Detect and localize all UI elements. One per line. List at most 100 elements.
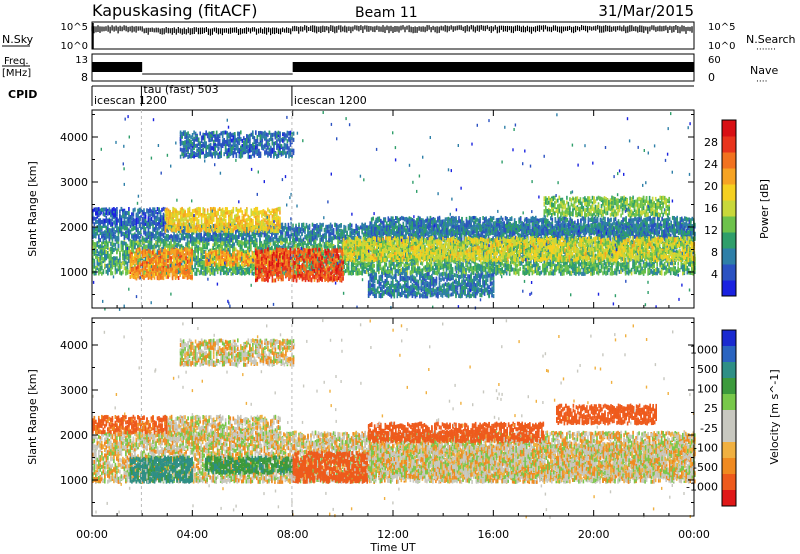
scatter-cell (395, 264, 397, 268)
scatter-cell (369, 267, 371, 271)
scatter-cell (366, 270, 368, 274)
scatter-cell (586, 270, 588, 274)
scatter-cell (134, 245, 136, 249)
scatter-cell (489, 262, 491, 266)
scatter-cell (619, 262, 621, 266)
scatter-cell (620, 263, 622, 267)
scatter-cell (566, 268, 568, 272)
scatter-cell (626, 271, 628, 275)
scatter-cell (378, 267, 380, 271)
scatter-cell (521, 262, 523, 266)
scatter-cell (203, 250, 205, 254)
scatter-cell (522, 265, 524, 269)
scatter-cell (122, 270, 124, 274)
scatter-cell (273, 241, 275, 245)
scatter-cell (122, 241, 124, 245)
scatter-cell (188, 241, 190, 245)
scatter-cell (632, 263, 634, 267)
scatter-cell (127, 269, 129, 273)
scatter-cell (554, 266, 556, 270)
scatter-cell (234, 247, 236, 251)
scatter-cell (173, 244, 175, 248)
scatter-cell (361, 272, 363, 276)
freq-block (93, 62, 143, 72)
scatter-cell (252, 271, 254, 275)
scatter-cell (194, 259, 196, 263)
scatter-cell (240, 271, 242, 275)
scatter-cell (352, 266, 354, 270)
scatter-cell (215, 242, 217, 246)
freq-block (293, 62, 694, 72)
nsky-line (92, 25, 692, 36)
scatter-cell (383, 267, 385, 271)
station-title: Kapuskasing (fitACF) (92, 1, 257, 20)
scatter-cell (115, 267, 117, 271)
scatter-cell (372, 268, 374, 272)
scatter-cell (115, 247, 117, 251)
scatter-cell (506, 271, 508, 275)
scatter-cell (565, 265, 567, 269)
scatter-cell (107, 255, 109, 259)
scatter-cell (405, 267, 407, 271)
freq-tick-top: 13 (75, 55, 88, 66)
scatter-cell (422, 262, 424, 266)
scatter-cell (214, 242, 216, 246)
scatter-cell (224, 271, 226, 275)
scatter-cell (473, 266, 475, 270)
scatter-cell (354, 267, 356, 271)
scatter-cell (197, 257, 199, 261)
scatter-cell (599, 269, 601, 273)
scatter-cell (229, 246, 231, 250)
nsky-tick-top: 10^5 (61, 22, 88, 33)
scatter-cell (202, 271, 204, 275)
scatter-cell (616, 262, 618, 266)
scatter-cell (452, 271, 454, 275)
scatter-cell (587, 262, 589, 266)
scatter-cell (337, 239, 339, 243)
scatter-cell (527, 269, 529, 273)
scatter-cell (489, 266, 491, 270)
scatter-cell (440, 266, 442, 270)
scatter-cell (524, 265, 526, 269)
scatter-cell (196, 248, 198, 252)
scatter-cell (574, 267, 576, 271)
scatter-cell (128, 259, 130, 263)
scatter-cell (450, 264, 452, 268)
scatter-cell (358, 256, 360, 260)
scatter-cell (370, 266, 372, 270)
scatter-cell (598, 265, 600, 269)
scatter-cell (491, 268, 493, 272)
scatter-cell (479, 265, 481, 269)
scatter-cell (113, 257, 115, 261)
scatter-cell (411, 271, 413, 275)
scatter-cell (217, 270, 219, 274)
scatter-cell (622, 268, 624, 272)
scatter-cell (398, 265, 400, 269)
scatter-cell (106, 250, 108, 254)
scatter-cell (110, 257, 112, 261)
scatter-cell (468, 269, 470, 273)
scatter-cell (437, 266, 439, 270)
scatter-cell (571, 271, 573, 275)
scatter-cell (98, 245, 100, 249)
scatter-cell (545, 264, 547, 268)
scatter-cell (530, 266, 532, 270)
scatter-cell (241, 245, 243, 249)
scatter-cell (131, 242, 133, 246)
scatter-cell (417, 262, 419, 266)
scatter-cell (237, 267, 239, 271)
scatter-cell (146, 245, 148, 249)
scatter-cell (545, 268, 547, 272)
scatter-cell (381, 267, 383, 271)
scatter-cell (125, 247, 127, 251)
scatter-cell (259, 244, 261, 248)
scatter-cell (611, 263, 613, 267)
scatter-cell (583, 268, 585, 272)
scatter-cell (556, 266, 558, 270)
scatter-cell (240, 240, 242, 244)
scatter-cell (431, 267, 433, 271)
scatter-cell (605, 264, 607, 268)
scatter-cell (419, 266, 421, 270)
scatter-cell (602, 271, 604, 275)
scatter-cell (327, 242, 329, 246)
